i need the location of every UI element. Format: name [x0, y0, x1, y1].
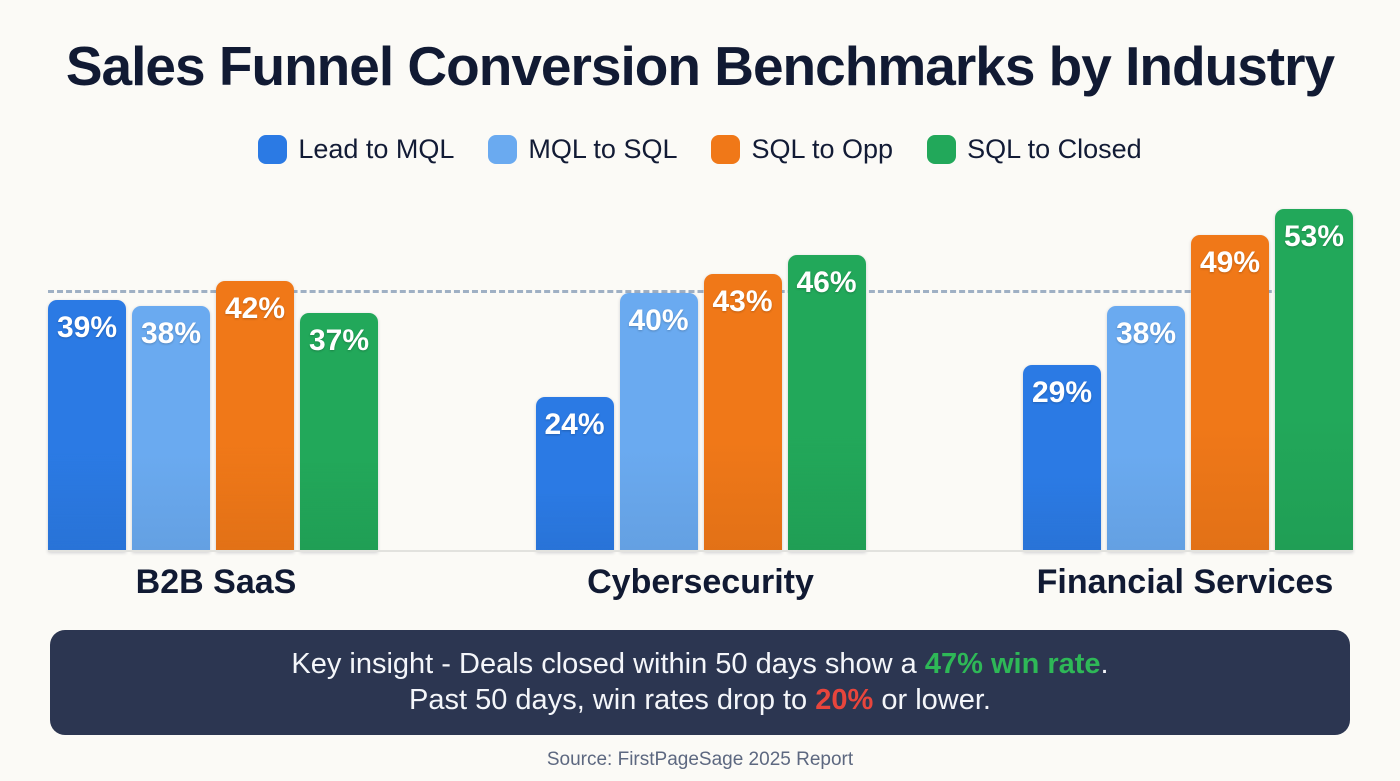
bar-value-label: 29%: [1031, 375, 1093, 409]
bar[interactable]: 38%: [1107, 306, 1185, 552]
plot-area: 39% 38% 42% 37% 24% 40% 43% 46% 29% 38% 49% 53%: [48, 190, 1353, 552]
legend-swatch-icon: [927, 135, 957, 164]
category-label-0: B2B SaaS: [135, 563, 297, 601]
insight-win-rate-highlight: 47% win rate: [924, 648, 1101, 680]
source-caption: Source: FirstPageSage 2025 Report: [546, 749, 854, 770]
legend-item-label: Lead to MQL: [298, 134, 455, 164]
bar[interactable]: 37%: [300, 312, 378, 552]
category-label-1: Cybersecurity: [587, 563, 814, 601]
bar[interactable]: 43%: [703, 274, 782, 552]
bar-value-label: 37%: [308, 323, 370, 357]
bar-value-label: 46%: [796, 265, 857, 299]
insight-line-2-text-a: Past 50 days, win rates drop to: [409, 684, 816, 716]
legend-swatch-icon: [488, 135, 518, 164]
bar[interactable]: 46%: [787, 254, 866, 552]
legend-item-2[interactable]: SQL to Opp: [711, 134, 893, 165]
insight-line-2-text-b: or lower.: [873, 684, 991, 716]
bar-group-1: 24% 40% 43% 46%: [535, 190, 866, 552]
legend-item-3[interactable]: SQL to Closed: [927, 134, 1142, 165]
bar[interactable]: 40%: [619, 293, 698, 552]
reference-line: [48, 290, 1353, 294]
bar[interactable]: 53%: [1275, 209, 1353, 552]
bar-value-label: 43%: [712, 285, 773, 319]
bar[interactable]: 49%: [1191, 235, 1269, 552]
insight-drop-rate-highlight: 20%: [815, 684, 874, 716]
bar[interactable]: 38%: [132, 306, 210, 552]
insight-line-1: Key insight - Deals closed within 50 day…: [291, 648, 1108, 681]
category-label-2: Financial Services: [1036, 563, 1334, 601]
key-insight-box: Key insight - Deals closed within 50 day…: [50, 630, 1350, 735]
legend-item-label: MQL to SQL: [528, 134, 678, 164]
legend-swatch-icon: [711, 135, 741, 164]
bar-value-label: 40%: [628, 304, 689, 338]
legend-swatch-icon: [258, 135, 288, 164]
legend-item-label: SQL to Closed: [967, 134, 1142, 164]
bar-group-0: 39% 38% 42% 37%: [48, 190, 378, 552]
bar[interactable]: 24%: [535, 396, 614, 552]
bar[interactable]: 39%: [48, 299, 126, 552]
bar-group-2: 29% 38% 49% 53%: [1023, 190, 1353, 552]
bar-groups: 39% 38% 42% 37% 24% 40% 43% 46% 29% 38% 49% 53%: [48, 190, 1353, 552]
insight-line-1-text-a: Key insight - Deals closed within 50 day…: [291, 648, 925, 680]
legend-item-label: SQL to Opp: [751, 134, 894, 164]
legend-item-0[interactable]: Lead to MQL: [258, 134, 454, 165]
bar-value-label: 38%: [140, 317, 202, 351]
bar-value-label: 53%: [1283, 220, 1345, 254]
bar[interactable]: 29%: [1023, 364, 1101, 552]
bar-value-label: 49%: [1199, 246, 1261, 280]
bar-value-label: 24%: [544, 407, 605, 441]
insight-line-1-text-b: .: [1100, 648, 1109, 680]
bar[interactable]: 42%: [216, 280, 294, 552]
page-title: Sales Funnel Conversion Benchmarks by In…: [65, 35, 1335, 97]
chart-legend: Lead to MQL MQL to SQL SQL to Opp SQL to Cl…: [0, 134, 1400, 165]
category-axis-labels: B2B SaaS Cybersecurity Financial Services: [48, 563, 1353, 602]
bar-value-label: 39%: [56, 310, 118, 344]
bar-value-label: 38%: [1115, 317, 1177, 351]
insight-line-2: Past 50 days, win rates drop to 20% or l…: [409, 684, 991, 717]
x-axis-baseline: [48, 550, 1353, 552]
bar-value-label: 42%: [224, 291, 286, 325]
legend-item-1[interactable]: MQL to SQL: [488, 134, 677, 165]
